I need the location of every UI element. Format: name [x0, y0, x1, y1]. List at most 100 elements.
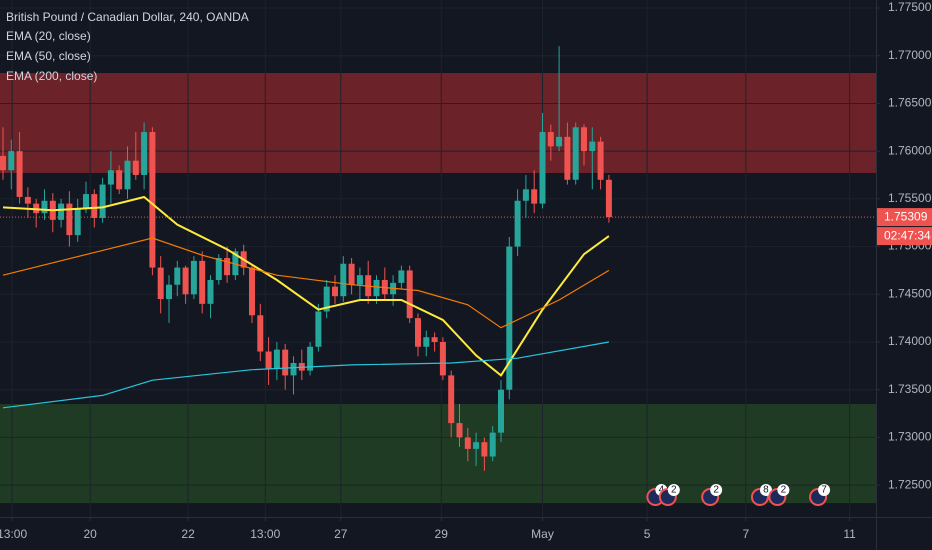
candle-body: [414, 318, 421, 347]
candle-body: [174, 267, 181, 285]
candle-body: [116, 170, 123, 190]
event-badge: [759, 484, 772, 496]
y-tick-label: 1.73500: [888, 382, 932, 396]
x-tick-label: 20: [83, 527, 97, 541]
zone: [0, 72, 876, 174]
candle-body: [373, 279, 380, 297]
candle-body: [8, 151, 15, 171]
candle-body: [514, 200, 521, 247]
candle-body: [165, 284, 172, 300]
y-tick-label: 1.74000: [888, 334, 932, 348]
y-tick-label: 1.73000: [888, 430, 932, 444]
candle-body: [423, 337, 430, 347]
y-tick-label: 1.76500: [888, 96, 932, 110]
candle-body: [0, 155, 6, 171]
candle-body: [82, 194, 89, 209]
ema-line: [2, 195, 610, 377]
event-count: 4: [659, 485, 665, 496]
countdown-label: 02:47:34: [884, 228, 931, 242]
candle-body: [340, 263, 347, 297]
candle-body: [282, 349, 289, 376]
event-badge: [710, 484, 723, 496]
candle-body: [315, 311, 322, 347]
candle-body: [290, 362, 297, 376]
candle-body: [481, 442, 488, 457]
y-tick-label: 1.77000: [888, 48, 932, 62]
x-tick-label: 29: [435, 527, 449, 541]
legend-entry: EMA (20, close): [6, 29, 91, 43]
candle-body: [199, 260, 206, 304]
y-tick-label: 1.74500: [888, 286, 932, 300]
candle-body: [273, 349, 280, 369]
candle-body: [431, 337, 438, 342]
candle-body: [224, 258, 231, 276]
legend-entry: EMA (50, close): [6, 49, 91, 63]
candle-body: [597, 141, 604, 180]
x-tick-label: 13:00: [0, 527, 27, 541]
candle-body: [182, 267, 189, 295]
candle-body: [91, 194, 98, 218]
candle-body: [74, 208, 81, 236]
candle-body: [464, 437, 471, 449]
candle-body: [489, 432, 496, 457]
candle-body: [207, 279, 214, 304]
event-count: 2: [781, 485, 787, 496]
x-tick-label: 13:00: [250, 527, 280, 541]
candle-body: [132, 160, 139, 176]
x-tick-label: 22: [181, 527, 195, 541]
candle-body: [265, 351, 272, 369]
candle-body: [16, 151, 23, 197]
chart-title: British Pound / Canadian Dollar, 240, OA…: [6, 10, 249, 24]
candle-body: [348, 263, 355, 285]
price-tag-label: 1.75309: [884, 209, 928, 223]
candle-body: [157, 267, 164, 300]
candle-body: [605, 179, 612, 218]
candle-body: [497, 389, 504, 433]
candle-body: [356, 275, 363, 285]
event-count: 2: [713, 485, 719, 496]
legend-entry: EMA (200, close): [6, 69, 97, 83]
x-tick-label: 5: [644, 527, 651, 541]
candle-body: [124, 160, 131, 190]
event-count: 2: [671, 485, 677, 496]
candle-body: [66, 203, 73, 236]
event-badge: [667, 484, 680, 496]
candle-body: [58, 203, 65, 220]
candle-body: [248, 267, 255, 316]
candle-body: [448, 375, 455, 424]
candle-body: [506, 246, 513, 390]
candle-body: [531, 189, 538, 204]
candle-body: [307, 346, 314, 371]
candle-body: [107, 170, 114, 185]
y-tick-label: 1.77500: [888, 0, 932, 14]
event-count: 8: [763, 485, 769, 496]
candle-body: [141, 132, 148, 176]
y-tick-label: 1.72500: [888, 477, 932, 491]
candle-body: [398, 270, 405, 283]
x-tick-label: 27: [334, 527, 348, 541]
candle-body: [456, 423, 463, 438]
candle-body: [539, 132, 546, 204]
candle-body: [24, 196, 31, 204]
countdown-tag: [877, 227, 932, 246]
candle-body: [439, 341, 446, 376]
candle-body: [257, 315, 264, 352]
x-tick-label: May: [531, 527, 554, 541]
candle-body: [556, 136, 563, 147]
candle-body: [473, 442, 480, 449]
event-badge: [818, 484, 831, 496]
candle-body: [522, 189, 529, 201]
candle-body: [572, 127, 579, 180]
candle-body: [564, 136, 571, 180]
candle-body: [215, 258, 222, 280]
price-tag: [877, 208, 932, 227]
x-tick-label: 7: [743, 527, 750, 541]
y-tick-label: 1.75500: [888, 191, 932, 205]
candle-body: [581, 127, 587, 152]
zone: [0, 404, 876, 504]
candle-body: [406, 270, 413, 319]
candle-body: [99, 184, 106, 218]
event-count: 7: [821, 485, 827, 496]
ema-line: [2, 341, 610, 409]
